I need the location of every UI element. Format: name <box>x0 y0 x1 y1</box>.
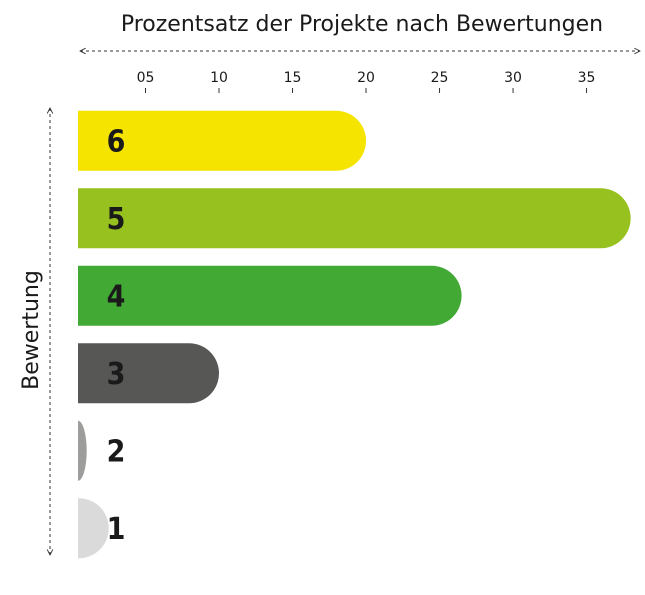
x-tick-label: 30 <box>504 70 522 86</box>
x-tick-label: 25 <box>431 70 449 86</box>
bar <box>78 498 109 559</box>
x-tick-label: 10 <box>210 70 228 86</box>
y-axis-label: Bewertung <box>19 270 44 390</box>
bar <box>78 343 220 404</box>
x-tick-label: 20 <box>357 70 375 86</box>
category-label: 3 <box>107 357 126 392</box>
bar <box>78 110 367 171</box>
x-tick-label: 35 <box>578 70 596 86</box>
category-label: 4 <box>107 279 126 314</box>
bar <box>78 265 462 326</box>
category-label: 2 <box>107 434 126 469</box>
category-label: 6 <box>107 124 126 159</box>
category-label: 1 <box>107 512 126 547</box>
bar <box>78 188 631 249</box>
x-tick-label: 15 <box>284 70 302 86</box>
chart-title: Prozentsatz der Projekte nach Bewertunge… <box>121 12 603 37</box>
x-tick-label: 05 <box>137 70 155 86</box>
category-label: 5 <box>107 202 126 237</box>
left-band <box>76 65 80 595</box>
bar <box>78 420 87 481</box>
